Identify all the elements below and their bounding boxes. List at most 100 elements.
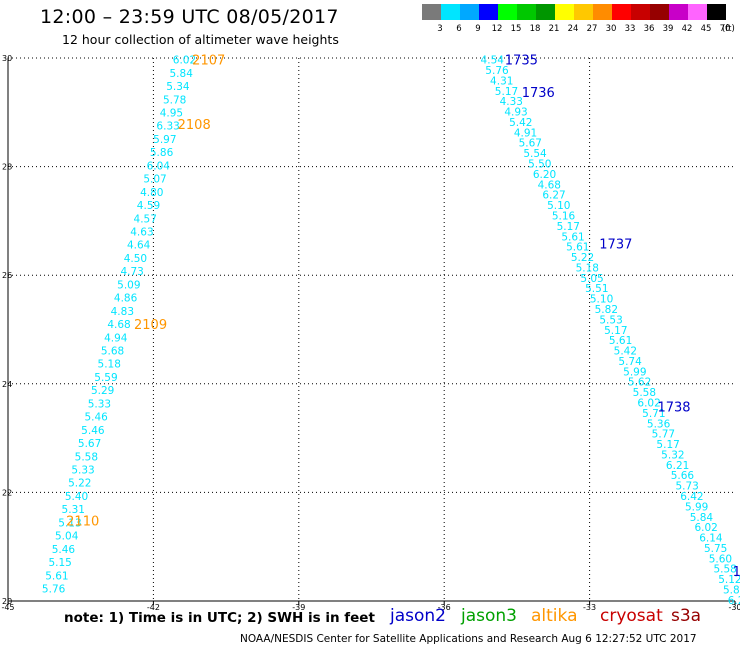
wave-height-value: 4.63	[130, 227, 153, 239]
wave-height-value: 5.76	[42, 584, 66, 596]
wave-height-value: 5.62	[628, 377, 651, 389]
wave-height-value: 5.32	[661, 449, 684, 461]
wave-height-value: 6.25	[728, 595, 740, 607]
colorbar-label: 33	[625, 24, 636, 34]
wave-height-value: 4.31	[490, 75, 513, 87]
y-tick-label: 30	[2, 54, 12, 63]
colorbar-swatch	[612, 4, 631, 20]
time-label: 2109	[134, 318, 167, 333]
wave-height-value: 5.31	[62, 504, 85, 516]
time-label: 1738	[657, 401, 690, 416]
wave-height-value: 6.02	[173, 55, 196, 67]
wave-height-value: 5.04	[55, 531, 79, 543]
colorbar-swatch	[631, 4, 650, 20]
wave-height-value: 4.94	[104, 332, 128, 344]
satellite-legend-jason2: jason2	[390, 606, 446, 626]
x-tick-label: -39	[292, 603, 305, 612]
wave-height-value: 5.59	[94, 372, 117, 384]
wave-height-value: 5.84	[170, 68, 194, 80]
colorbar-swatch	[593, 4, 612, 20]
wave-height-value: 6.14	[699, 533, 723, 545]
colorbar-swatch	[688, 4, 707, 20]
colorbar-label: 9	[475, 24, 480, 34]
chart-title: 12:00 – 23:59 UTC 08/05/2017	[40, 6, 339, 28]
satellite-legend-cryosat: cryosat	[600, 606, 663, 626]
wave-height-value: 5.61	[561, 231, 584, 243]
wave-height-value: 5.17	[656, 439, 679, 451]
wave-height-value: 5.58	[75, 451, 98, 463]
satellite-legend-altika: altika	[531, 606, 578, 626]
colorbar-label: 27	[587, 24, 598, 34]
y-tick-label: 22	[2, 488, 12, 497]
colorbar-label: 6	[456, 24, 461, 34]
wave-height-value: 5.58	[633, 387, 656, 399]
time-label: 1735	[505, 54, 538, 69]
wave-height-value: 5.29	[91, 385, 114, 397]
colorbar-label: 15	[511, 24, 522, 34]
colorbar-swatch	[650, 4, 669, 20]
wave-height-value: 5.82	[595, 304, 618, 316]
wave-height-value: 5.10	[547, 200, 570, 212]
wave-height-value: 4.54	[481, 55, 505, 67]
wave-height-value: 5.18	[576, 262, 599, 274]
wave-height-value: 6.27	[542, 190, 565, 202]
wave-height-value: 5.46	[84, 412, 108, 424]
wave-height-value: 5.99	[685, 501, 708, 513]
wave-height-value: 6.02	[637, 398, 660, 410]
wave-height-value: 5.05	[580, 273, 603, 285]
colorbar-label: 70	[720, 24, 731, 34]
wave-height-value: 5.67	[519, 138, 542, 150]
wave-height-value: 5.89	[723, 585, 740, 597]
wave-height-value: 5.07	[143, 174, 166, 186]
colorbar-swatch	[669, 4, 688, 20]
wave-height-value: 5.42	[509, 117, 532, 129]
y-tick-label: 20	[2, 597, 12, 606]
x-tick-label: -36	[438, 603, 451, 612]
wave-height-value: 5.13	[58, 517, 81, 529]
wave-height-value: 5.33	[88, 398, 111, 410]
colorbar-label: 3	[437, 24, 442, 34]
colorbar-label: 24	[568, 24, 579, 34]
wave-height-value: 5.46	[52, 544, 76, 556]
wave-height-value: 5.67	[78, 438, 101, 450]
wave-height-value: 5.61	[566, 242, 589, 254]
wave-height-value: 5.75	[704, 543, 727, 555]
wave-height-value: 5.97	[153, 134, 176, 146]
colorbar-label: 36	[644, 24, 655, 34]
colorbar-label: 39	[663, 24, 674, 34]
y-tick-label: 24	[2, 380, 12, 389]
wave-height-value: 5.46	[81, 425, 105, 437]
wave-height-value: 4.68	[538, 179, 561, 191]
wave-height-value: 6.02	[694, 522, 717, 534]
wave-height-value: 5.33	[71, 465, 94, 477]
wave-height-value: 6.04	[147, 160, 171, 172]
wave-height-value: 4.91	[514, 127, 537, 139]
wave-height-value: 4.50	[124, 253, 147, 265]
wave-height-value: 5.68	[101, 346, 124, 358]
colorbar-swatch	[422, 4, 441, 20]
time-label: 1	[733, 565, 740, 580]
wave-height-value: 5.61	[609, 335, 632, 347]
wave-height-value: 5.22	[571, 252, 594, 264]
wave-height-value: 5.16	[552, 210, 576, 222]
colorbar-unit: (ft)	[722, 24, 735, 34]
colorbar-swatch	[555, 4, 574, 20]
wave-height-value: 4.57	[134, 213, 157, 225]
wave-height-value: 5.18	[98, 359, 121, 371]
colorbar-label: 12	[492, 24, 503, 34]
wave-height-value: 6.20	[533, 169, 556, 181]
wave-height-value: 5.86	[150, 147, 174, 159]
x-tick-label: -42	[147, 603, 160, 612]
wave-height-value: 5.60	[709, 553, 732, 565]
wave-height-value: 4.64	[127, 240, 151, 252]
wave-height-value: 4.83	[111, 306, 134, 318]
colorbar-swatch	[574, 4, 593, 20]
colorbar-swatch	[479, 4, 498, 20]
footer-note: note: 1) Time is in UTC; 2) SWH is in fe…	[64, 610, 375, 626]
wave-height-value: 5.40	[65, 491, 88, 503]
wave-height-value: 4.59	[137, 200, 160, 212]
wave-height-value: 5.12	[718, 574, 740, 586]
footer-credit: NOAA/NESDIS Center for Satellite Applica…	[240, 633, 697, 645]
time-label: 2110	[66, 515, 99, 530]
colorbar-swatch	[536, 4, 555, 20]
